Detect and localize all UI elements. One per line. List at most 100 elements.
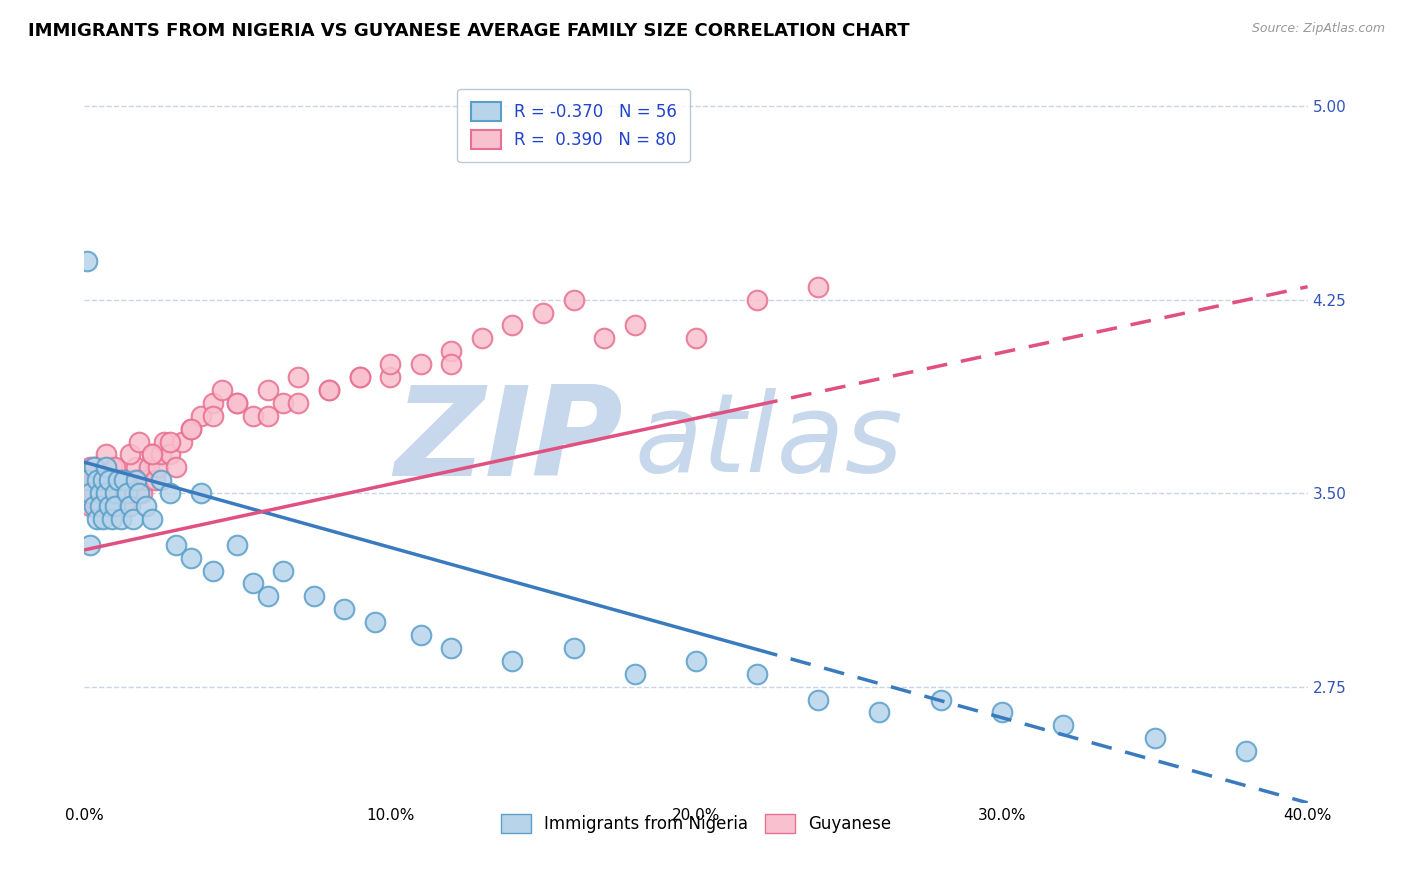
Point [128,486,150,500]
Point [89,473,111,487]
Point [76,253,98,268]
Point [146,460,169,475]
Point [190,409,212,423]
Point [562,293,585,307]
Point [180,422,202,436]
Point [159,486,181,500]
Point [685,654,707,668]
Point [120,499,142,513]
Point [86,512,108,526]
Point [180,422,202,436]
Point [287,370,309,384]
Point [440,357,463,371]
Point [135,499,157,513]
Point [531,305,554,319]
Point [869,706,891,720]
Text: atlas: atlas [636,388,904,495]
Point [271,564,294,578]
Point [104,499,127,513]
Point [409,628,432,642]
Point [115,486,138,500]
Point [79,499,101,513]
Point [83,473,105,487]
Point [83,486,105,500]
Point [101,460,124,475]
Point [502,318,524,333]
Point [471,331,494,345]
Point [349,370,371,384]
Point [83,499,105,513]
Point [83,460,105,475]
Point [929,692,952,706]
Point [122,512,145,526]
Point [91,473,114,487]
Point [180,550,202,565]
Point [807,692,830,706]
Point [1236,744,1258,758]
Point [91,473,114,487]
Point [747,293,769,307]
Point [97,473,120,487]
Point [86,473,108,487]
Point [122,473,145,487]
Point [593,331,616,345]
Point [131,486,153,500]
Point [624,666,647,681]
Text: ZIP: ZIP [394,381,623,502]
Point [226,396,249,410]
Point [807,279,830,293]
Point [333,602,356,616]
Point [226,538,249,552]
Point [115,473,138,487]
Point [287,396,309,410]
Point [94,460,117,475]
Point [201,396,224,410]
Point [1052,718,1074,732]
Point [76,473,98,487]
Point [112,499,135,513]
Point [302,590,325,604]
Point [94,447,117,461]
Point [104,499,127,513]
Point [83,460,105,475]
Point [318,383,340,397]
Point [190,486,212,500]
Point [135,473,157,487]
Point [104,486,127,500]
Point [165,460,187,475]
Point [89,486,111,500]
Point [79,538,101,552]
Point [89,473,111,487]
Point [110,473,132,487]
Point [91,499,114,513]
Point [112,473,135,487]
Point [257,383,280,397]
Point [141,447,163,461]
Point [101,486,124,500]
Point [149,473,172,487]
Point [149,447,172,461]
Point [110,486,132,500]
Point [76,486,98,500]
Point [97,473,120,487]
Point [380,357,402,371]
Point [94,486,117,500]
Point [86,499,108,513]
Point [165,538,187,552]
Point [201,409,224,423]
Point [94,486,117,500]
Point [211,383,233,397]
Point [380,370,402,384]
Point [76,473,98,487]
Point [89,499,111,513]
Point [747,666,769,681]
Point [1143,731,1166,746]
Point [271,396,294,410]
Point [141,447,163,461]
Point [125,473,148,487]
Point [257,409,280,423]
Point [153,434,176,449]
Point [440,344,463,359]
Point [624,318,647,333]
Point [138,460,160,475]
